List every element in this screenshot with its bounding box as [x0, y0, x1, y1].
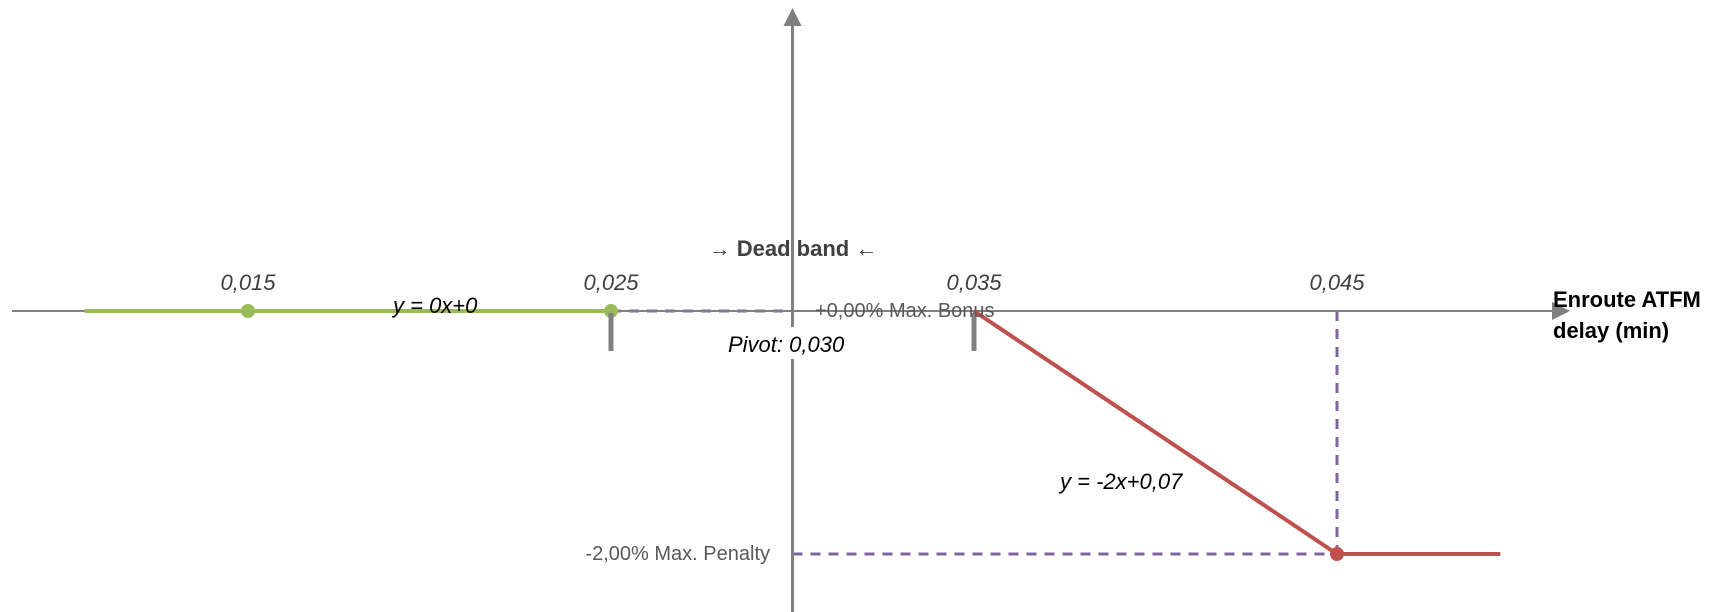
y-axis-arrowhead	[783, 8, 802, 26]
equation-label-red: y = -2x+0,07	[1058, 469, 1183, 494]
max-penalty-label: -2,00% Max. Penalty	[585, 543, 770, 565]
series-0-point-0	[241, 304, 255, 318]
tick-label-2: 0,035	[946, 270, 1002, 295]
pivot-label: Pivot: 0,030	[728, 332, 845, 357]
x-axis-title-line1: Enroute ATFM	[1553, 287, 1701, 312]
pivot-label-background	[724, 327, 864, 359]
tick-label-0: 0,015	[220, 270, 276, 295]
dead-band-label: → Dead band ←	[709, 236, 878, 261]
equation-label-green: y = 0x+0	[391, 293, 478, 318]
series-0-point-1	[604, 304, 618, 318]
x-axis-arrowhead	[1552, 302, 1570, 320]
series-1-line	[972, 309, 1501, 556]
tick-label-3: 0,045	[1309, 270, 1365, 295]
x-axis-title-line2: delay (min)	[1553, 318, 1669, 343]
series-1-point-0	[1330, 547, 1344, 561]
max-bonus-label: +0,00% Max. Bonus	[815, 300, 995, 322]
tick-markers	[608, 313, 977, 351]
tick-label-1: 0,025	[583, 270, 639, 295]
series-layer	[84, 304, 1501, 561]
